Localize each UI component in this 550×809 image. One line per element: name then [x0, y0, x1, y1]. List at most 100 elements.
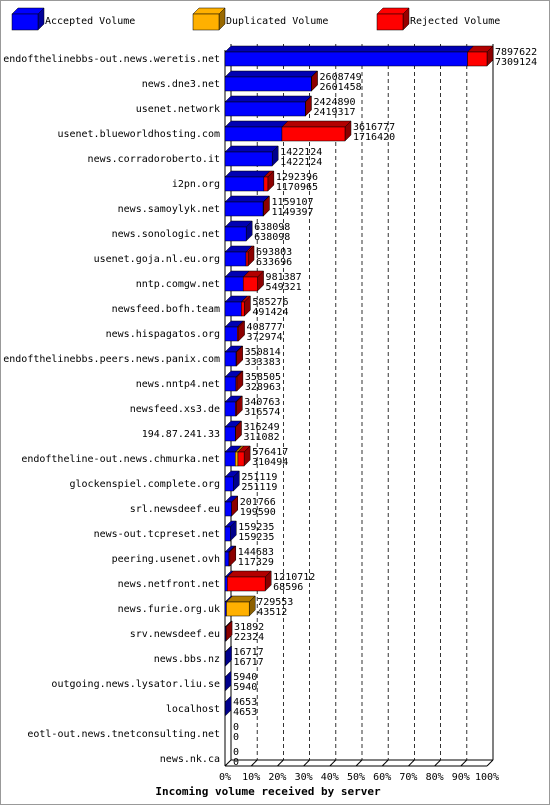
- bar: [236, 377, 237, 391]
- x-tick-label: 80%: [426, 772, 444, 783]
- y-tick-label: news.dne3.net: [142, 79, 220, 90]
- bar: [225, 177, 264, 191]
- y-tick-label: endoftheline-out.news.chmurka.net: [21, 454, 220, 465]
- bar: [238, 452, 244, 466]
- y-tick-label: news-out.tcpreset.net: [94, 529, 220, 540]
- bar: [225, 227, 246, 241]
- bar-top-shade: [225, 121, 288, 127]
- accepted-label: 1422124: [280, 157, 322, 168]
- y-tick-label: srv.newsdeef.eu: [130, 629, 220, 640]
- y-tick-label: srl.newsdeef.eu: [130, 504, 220, 515]
- accepted-label: 2419317: [313, 107, 355, 118]
- bar: [264, 177, 268, 191]
- accepted-label: 316574: [244, 407, 280, 418]
- y-tick-label: endofthelinebbs.peers.news.panix.com: [3, 354, 220, 365]
- y-tick-label: 194.87.241.33: [142, 429, 220, 440]
- accepted-label: 333383: [245, 357, 281, 368]
- bar: [225, 377, 236, 391]
- bar-top-shade: [225, 171, 270, 177]
- bar: [225, 427, 235, 441]
- bar: [243, 277, 257, 291]
- accepted-label: 5940: [233, 682, 257, 693]
- accepted-label: 549321: [266, 282, 302, 293]
- legend-label: Duplicated Volume: [226, 16, 328, 27]
- bar: [225, 127, 282, 141]
- x-tick-label: 30%: [295, 772, 313, 783]
- bar: [225, 452, 235, 466]
- accepted-label: 4653: [233, 707, 257, 718]
- bar: [236, 402, 237, 416]
- accepted-label: 251119: [241, 482, 277, 493]
- bar: [225, 277, 243, 291]
- y-tick-label: news.bbs.nz: [154, 654, 220, 665]
- bar: [225, 652, 226, 666]
- y-tick-label: news.hispagatos.org: [106, 329, 220, 340]
- y-tick-label: news.samoylyk.net: [118, 204, 220, 215]
- accepted-label: 311082: [243, 432, 279, 443]
- accepted-label: 372974: [247, 332, 283, 343]
- bar-top-shade: [227, 571, 271, 577]
- y-tick-label: news.sonologic.net: [112, 229, 220, 240]
- accepted-label: 328963: [245, 382, 281, 393]
- accepted-label: 1170965: [276, 182, 318, 193]
- x-tick-label: 100%: [475, 772, 499, 783]
- y-tick-label: news.corradoroberto.it: [88, 154, 220, 165]
- bar: [282, 127, 345, 141]
- legend-swatch: [193, 14, 219, 30]
- accepted-label: 43512: [257, 607, 287, 618]
- bar: [236, 352, 237, 366]
- bar: [227, 577, 265, 591]
- bar-top-shade: [225, 71, 317, 77]
- accepted-label: 633696: [256, 257, 292, 268]
- accepted-label: 1149397: [271, 207, 313, 218]
- bar: [225, 52, 467, 66]
- x-tick-label: 90%: [452, 772, 470, 783]
- y-tick-label: i2pn.org: [172, 179, 220, 190]
- bar: [225, 477, 233, 491]
- x-tick-label: 40%: [321, 772, 339, 783]
- y-tick-label: usenet.goja.nl.eu.org: [94, 254, 220, 265]
- legend-label: Rejected Volume: [410, 16, 500, 27]
- bar: [237, 327, 238, 341]
- accepted-label: 16717: [234, 657, 264, 668]
- accepted-label: 117329: [238, 557, 274, 568]
- legend-swatch: [377, 14, 403, 30]
- bar-top-shade: [225, 96, 311, 102]
- bar: [225, 352, 236, 366]
- y-tick-label: news.nntp4.net: [136, 379, 220, 390]
- y-tick-label: news.netfront.net: [118, 579, 220, 590]
- y-tick-label: news.furie.org.uk: [118, 604, 220, 615]
- bar-top-shade: [225, 46, 473, 52]
- bar-top-shade: [225, 196, 269, 202]
- x-tick-label: 50%: [347, 772, 365, 783]
- accepted-label: 2601458: [320, 82, 362, 93]
- bar-top-shade: [225, 146, 278, 152]
- y-tick-label: peering.usenet.ovh: [112, 554, 220, 565]
- accepted-label: 22324: [234, 632, 264, 643]
- bar: [226, 602, 249, 616]
- y-tick-label: usenet.blueworldhosting.com: [57, 129, 220, 140]
- y-tick-label: localhost: [166, 704, 220, 715]
- y-tick-label: outgoing.news.lysator.liu.se: [51, 679, 220, 690]
- y-tick-label: news.nk.ca: [160, 754, 220, 765]
- bar: [225, 527, 230, 541]
- y-tick-label: eotl-out.news.tnetconsulting.net: [27, 729, 220, 740]
- bar: [225, 252, 246, 266]
- bar: [467, 52, 487, 66]
- bar: [225, 402, 236, 416]
- x-tick-label: 20%: [268, 772, 286, 783]
- accepted-label: 491424: [252, 307, 288, 318]
- x-tick-label: 0%: [219, 772, 231, 783]
- bar: [225, 577, 227, 591]
- accepted-label: 7309124: [495, 57, 537, 68]
- bar: [225, 77, 311, 91]
- bar: [225, 302, 241, 316]
- y-tick-label: newsfeed.xs3.de: [130, 404, 220, 415]
- accepted-label: 1716420: [353, 132, 395, 143]
- accepted-label: 199590: [240, 507, 276, 518]
- accepted-label: 0: [233, 757, 239, 768]
- bar: [225, 152, 272, 166]
- bar: [225, 202, 263, 216]
- accepted-label: 68596: [273, 582, 303, 593]
- x-axis-title: Incoming volume received by server: [155, 785, 381, 798]
